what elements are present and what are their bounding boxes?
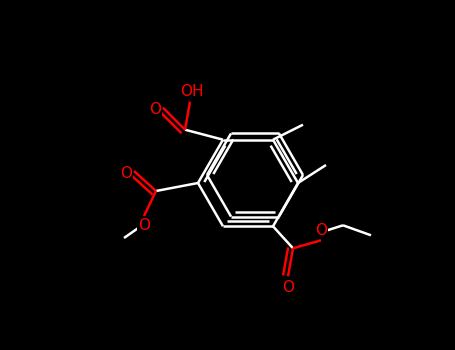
- Text: O: O: [138, 218, 150, 233]
- Text: O: O: [120, 166, 132, 181]
- Text: O: O: [315, 223, 327, 238]
- Text: O: O: [282, 280, 294, 295]
- Text: OH: OH: [180, 84, 204, 99]
- Text: O: O: [149, 102, 161, 117]
